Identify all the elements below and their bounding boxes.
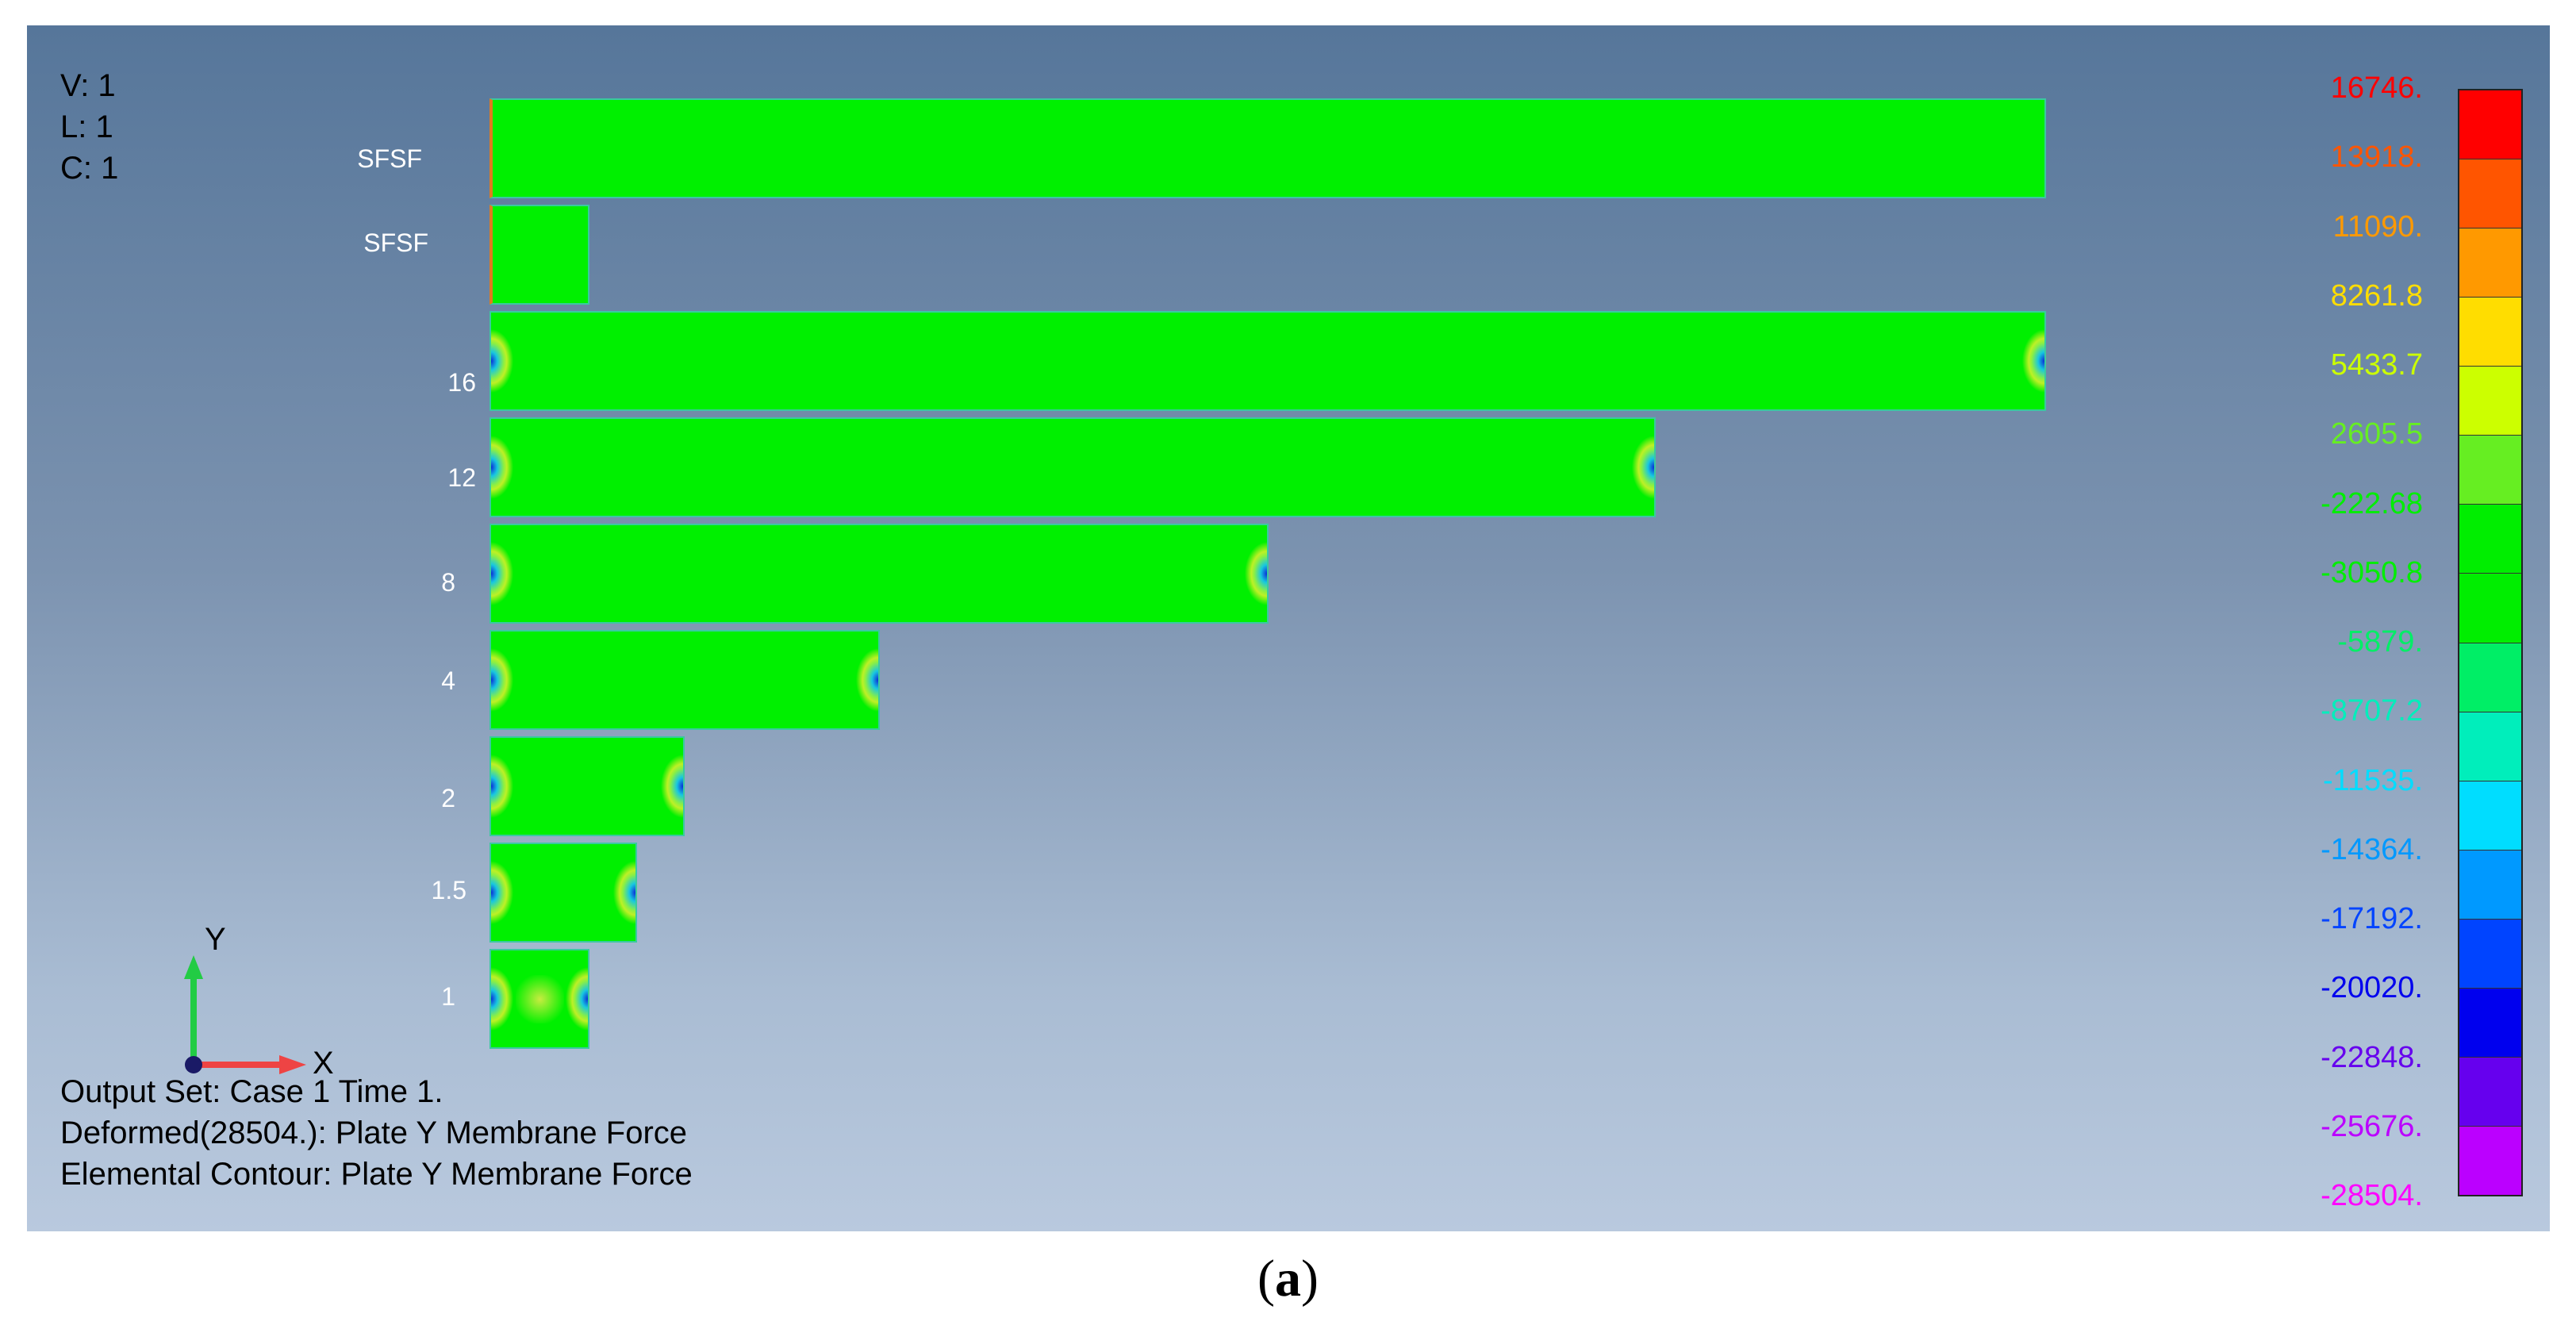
layer-id: L: 1 <box>60 109 113 144</box>
legend-color-segment <box>2459 850 2521 920</box>
legend-value: -17192. <box>2321 902 2423 935</box>
legend-color-segment <box>2459 781 2521 851</box>
fea-viewport[interactable]: V: 1 L: 1 C: 1 SFSF SFSF 16 12 8 4 2 1.5… <box>27 25 2550 1231</box>
legend-color-segment <box>2459 1057 2521 1127</box>
output-set-text: Output Set: Case 1 Time 1. <box>60 1074 443 1109</box>
plate-aspect-4[interactable] <box>489 630 880 730</box>
plate-aspect-1[interactable] <box>489 949 589 1049</box>
plate-aspect-12[interactable] <box>489 417 1656 517</box>
plate-label: 1.5 <box>431 876 466 904</box>
legend-value: -22848. <box>2321 1040 2423 1074</box>
color-id: C: 1 <box>60 151 119 186</box>
plate-label: 4 <box>441 666 455 695</box>
legend-value: -3050.8 <box>2321 555 2423 589</box>
contour-legend-bar <box>2458 89 2523 1196</box>
legend-color-segment <box>2459 90 2521 160</box>
plate-label: 16 <box>447 368 476 397</box>
legend-value: 8261.8 <box>2330 278 2423 313</box>
legend-value: -8707.2 <box>2321 694 2423 728</box>
legend-value: 11090. <box>2332 209 2423 244</box>
figure-caption: (a) <box>0 1249 2576 1309</box>
legend-color-segment <box>2459 228 2521 298</box>
plate-label: 1 <box>441 982 455 1011</box>
legend-value: 16746. <box>2330 71 2423 105</box>
legend-color-segment <box>2459 919 2521 989</box>
legend-value: -25676. <box>2321 1109 2423 1143</box>
legend-color-segment <box>2459 298 2521 367</box>
plate-label: 8 <box>441 568 455 597</box>
legend-value: -222.68 <box>2321 486 2423 520</box>
view-info: V: 1 L: 1 C: 1 <box>60 65 118 189</box>
legend-color-segment <box>2459 367 2521 436</box>
legend-value: -11535. <box>2322 763 2423 797</box>
caption-letter: a <box>1275 1250 1301 1308</box>
deformed-text: Deformed(28504.): Plate Y Membrane Force <box>60 1116 688 1150</box>
axis-triad-icon <box>184 955 306 1074</box>
axis-triad: Y X <box>170 914 408 1089</box>
plate-aspect-16[interactable] <box>489 311 2046 411</box>
plate-label: 2 <box>441 784 455 812</box>
legend-value: 2605.5 <box>2330 417 2423 451</box>
plate-label: SFSF <box>357 144 422 173</box>
plate-label: 12 <box>447 463 476 492</box>
legend-value: 5433.7 <box>2330 348 2423 382</box>
legend-color-segment <box>2459 436 2521 505</box>
legend-color-segment <box>2459 505 2521 574</box>
legend-value: 13918. <box>2330 140 2423 175</box>
legend-color-segment <box>2459 712 2521 781</box>
plate-label: SFSF <box>363 228 428 257</box>
legend-color-segment <box>2459 1126 2521 1195</box>
plate-aspect-2[interactable] <box>489 736 685 836</box>
plate-aspect-8[interactable] <box>489 524 1269 624</box>
plate-sfsf-long[interactable] <box>489 98 2046 198</box>
legend-value: -20020. <box>2321 971 2423 1005</box>
caption-close: ) <box>1301 1250 1319 1308</box>
legend-value: -28504. <box>2321 1179 2423 1212</box>
output-info: Output Set: Case 1 Time 1. Deformed(2850… <box>60 1071 693 1195</box>
axis-x-label: X <box>313 1046 334 1081</box>
legend-color-segment <box>2459 988 2521 1058</box>
legend-value: -14364. <box>2321 832 2423 866</box>
plate-aspect-1-5[interactable] <box>489 843 637 943</box>
legend-color-segment <box>2459 159 2521 229</box>
contour-text: Elemental Contour: Plate Y Membrane Forc… <box>60 1157 693 1192</box>
axis-y-label: Y <box>205 922 226 957</box>
plate-sfsf-square[interactable] <box>489 205 589 305</box>
legend-color-segment <box>2459 574 2521 643</box>
legend-value: -5879. <box>2337 625 2423 659</box>
caption-open: ( <box>1257 1250 1275 1308</box>
view-id: V: 1 <box>60 68 116 103</box>
legend-color-segment <box>2459 643 2521 712</box>
